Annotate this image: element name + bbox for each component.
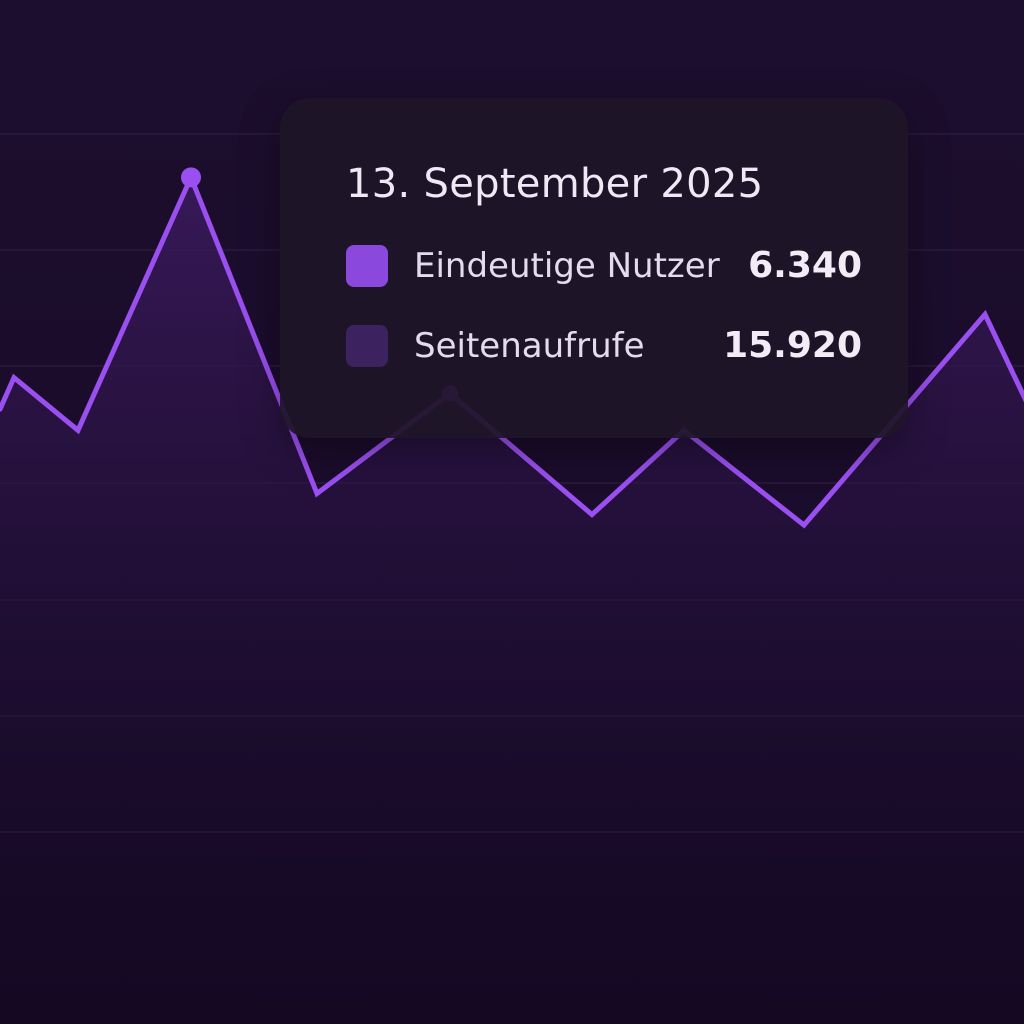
tooltip-label-unique-users: Eindeutige Nutzer: [414, 246, 720, 286]
tooltip-value-page-views: 15.920: [723, 325, 862, 366]
tooltip-date: 13. September 2025: [346, 161, 764, 207]
series-area-fill: [0, 177, 1024, 1024]
tooltip-row-page-views: Seitenaufrufe 15.920: [346, 324, 862, 368]
data-point-marker-0: [181, 167, 201, 188]
tooltip-value-unique-users: 6.340: [748, 245, 862, 286]
tooltip-label-page-views: Seitenaufrufe: [414, 326, 645, 366]
data-tooltip: 13. September 2025 Eindeutige Nutzer 6.3…: [280, 98, 908, 438]
legend-swatch-unique-users: [346, 245, 388, 287]
tooltip-row-unique-users: Eindeutige Nutzer 6.340: [346, 244, 862, 288]
legend-swatch-page-views: [346, 325, 388, 367]
